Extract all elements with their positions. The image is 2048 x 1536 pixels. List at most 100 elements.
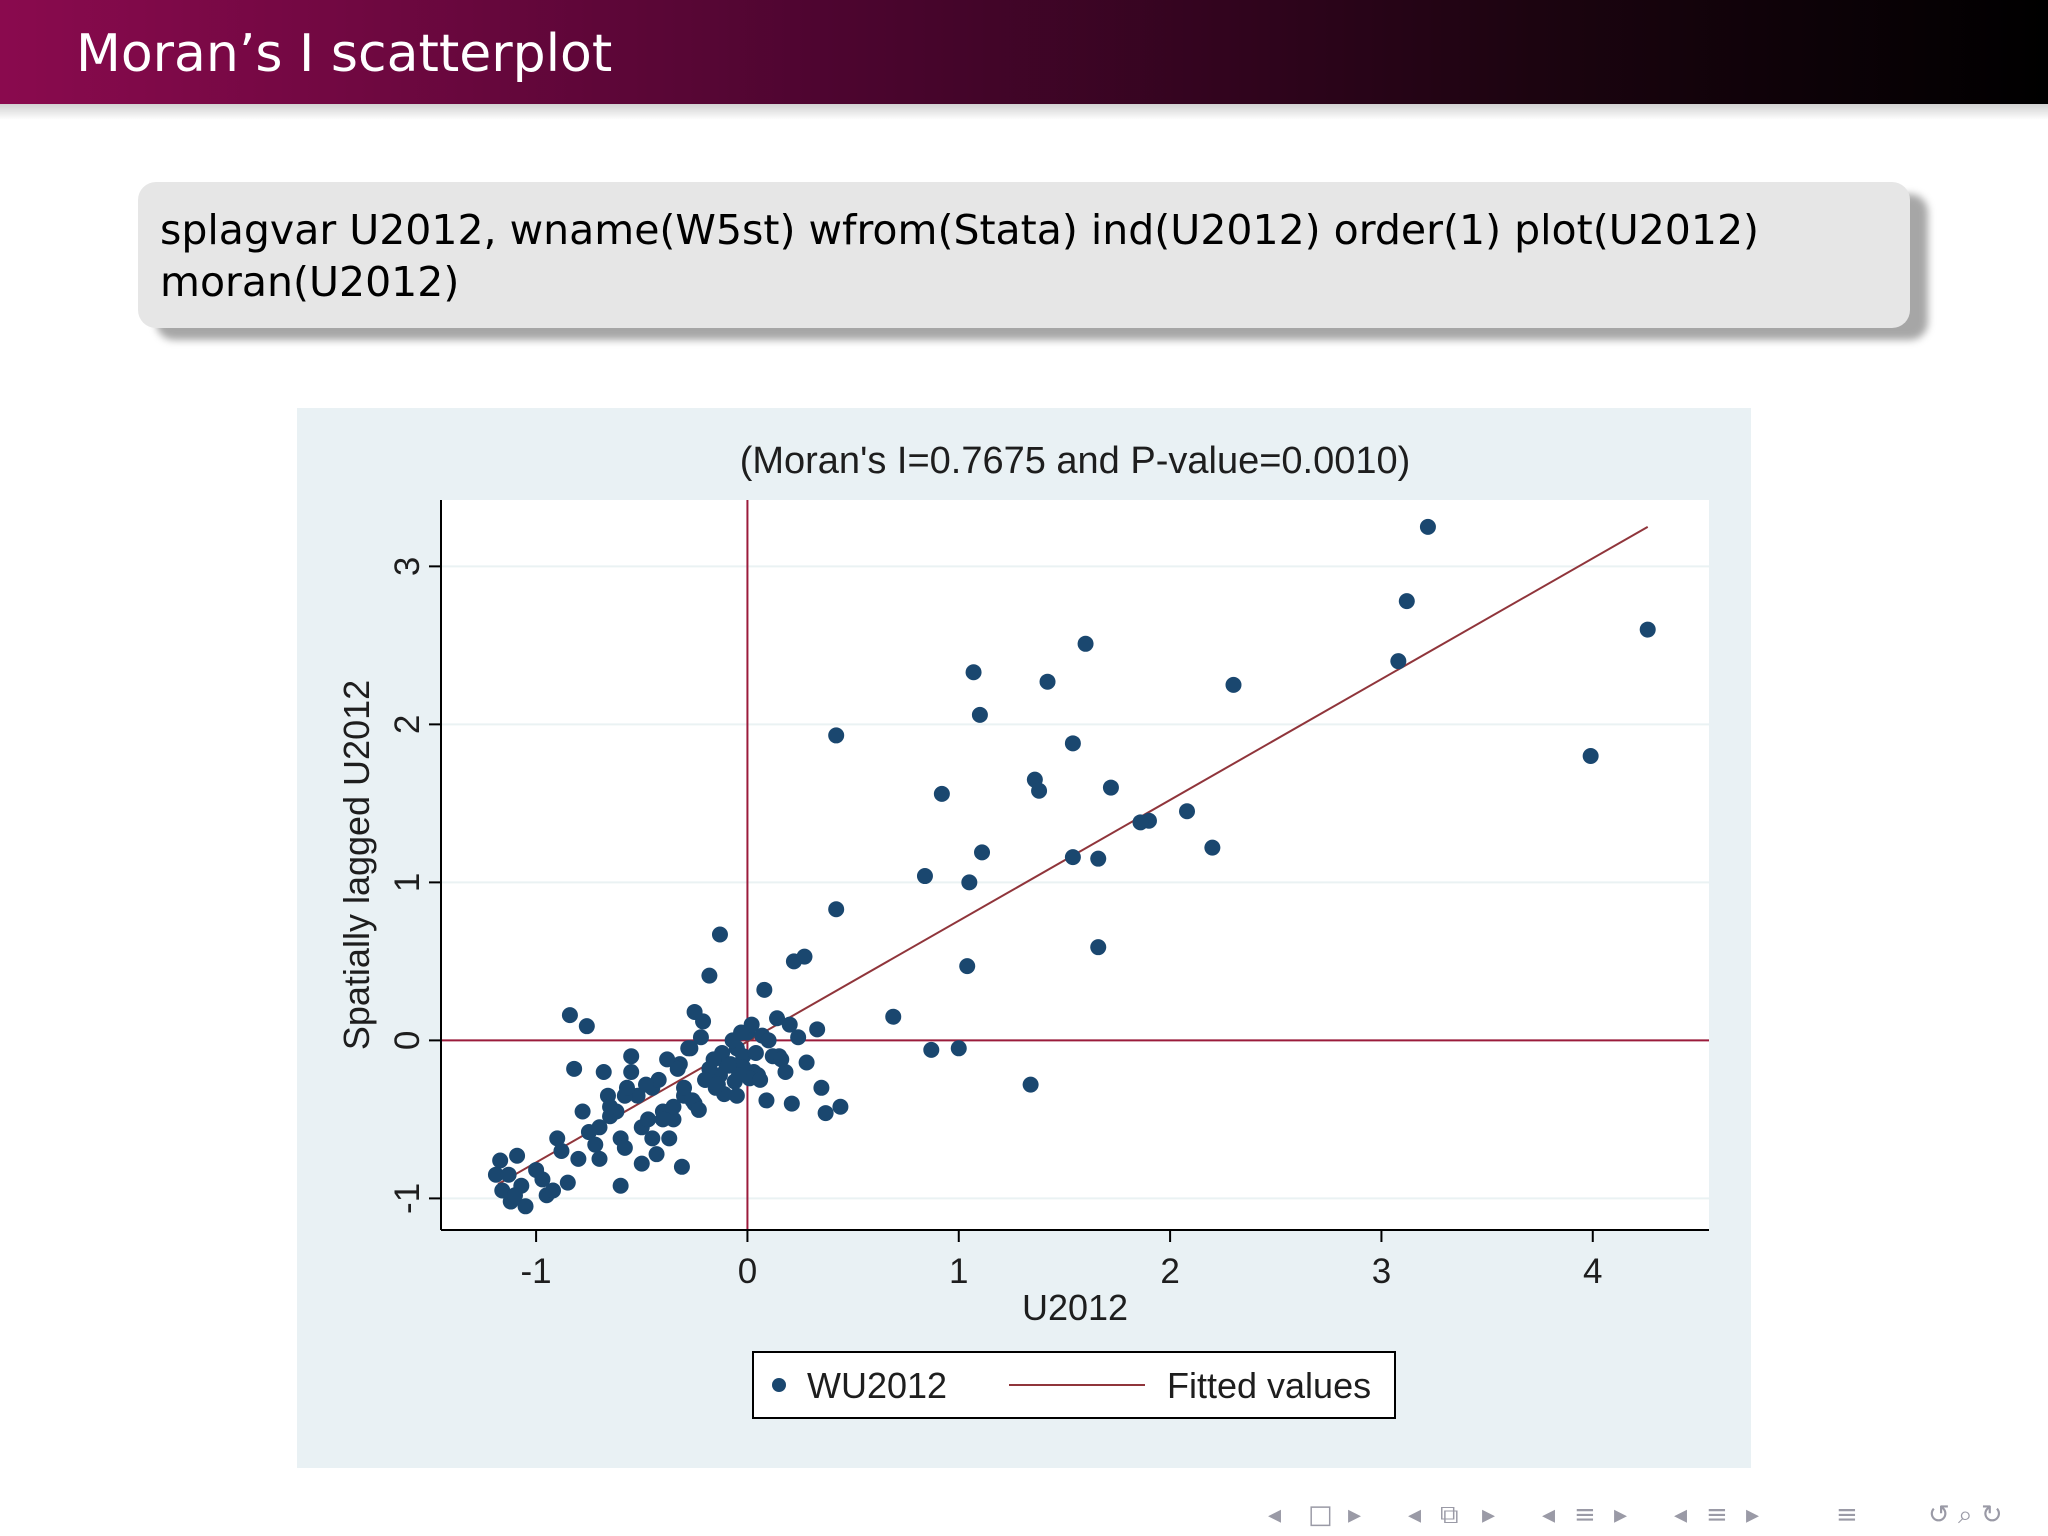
scatter-point [773, 1051, 790, 1068]
nav-part-icon[interactable]: ≡ [1706, 1500, 1728, 1530]
scatter-point [650, 1071, 667, 1088]
scatter-point [665, 1098, 682, 1115]
scatter-point [602, 1098, 619, 1115]
scatter-point [637, 1076, 654, 1093]
x-axis-ticks: -1 0 1 2 3 4 [521, 1230, 1603, 1291]
scatter-point [1582, 747, 1599, 764]
nav-prev-subsection-icon[interactable]: ◂ [1408, 1500, 1422, 1530]
scatter-point [1398, 593, 1415, 610]
scatter-point [500, 1166, 517, 1183]
scatter-point [549, 1130, 566, 1147]
scatter-point [809, 1021, 826, 1038]
nav-prev-part-icon[interactable]: ◂ [1674, 1500, 1688, 1530]
scatter-point [648, 1146, 665, 1163]
scatter-point [1090, 939, 1107, 956]
nav-appendix-icon[interactable]: ≡ [1836, 1500, 1858, 1530]
scatter-point [697, 1071, 714, 1088]
scatter-point [950, 1040, 967, 1057]
scatter-point [1132, 814, 1149, 831]
nav-next-subsection-icon[interactable]: ▸ [1482, 1500, 1496, 1530]
x-tick-label: 4 [1583, 1252, 1602, 1291]
scatter-point [735, 1048, 752, 1065]
scatter-point [758, 1092, 775, 1109]
nav-next-part-icon[interactable]: ▸ [1746, 1500, 1760, 1530]
scatter-point [1204, 839, 1221, 856]
scatter-point [591, 1150, 608, 1167]
scatter-point [711, 926, 728, 943]
scatter-point [1077, 635, 1094, 652]
code-line-2: moran(U2012) [160, 258, 460, 306]
scatter-points [487, 518, 1656, 1215]
nav-prev-frame-icon[interactable]: ◂ [1268, 1500, 1282, 1530]
scatter-point [730, 1067, 747, 1084]
scatter-point [783, 1095, 800, 1112]
scatter-point [1179, 803, 1196, 820]
scatter-point [1419, 518, 1436, 535]
nav-section-icon[interactable]: ≡ [1574, 1500, 1596, 1530]
plot-area [441, 500, 1709, 1230]
scatter-point [644, 1130, 661, 1147]
legend-label-wu2012: WU2012 [807, 1365, 947, 1406]
x-tick-label: 3 [1372, 1252, 1391, 1291]
chart-title: (Moran's I=0.7675 and P-value=0.0010) [740, 440, 1411, 482]
title-bar-shadow [0, 104, 2048, 120]
nav-prev-section-icon[interactable]: ◂ [1542, 1500, 1556, 1530]
nav-subsection-icon[interactable]: ⧉ [1440, 1500, 1459, 1530]
scatter-point [961, 874, 978, 891]
scatter-point [534, 1171, 551, 1188]
scatter-point [673, 1158, 690, 1175]
scatter-point [965, 664, 982, 681]
scatter-point [798, 1054, 815, 1071]
y-tick-label: 2 [388, 715, 427, 734]
scatter-point [618, 1079, 635, 1096]
scatter-point [832, 1098, 849, 1115]
scatter-point [553, 1142, 570, 1159]
nav-next-section-icon[interactable]: ▸ [1614, 1500, 1628, 1530]
y-tick-label: 1 [388, 873, 427, 892]
scatter-point [728, 1087, 745, 1104]
scatter-point [570, 1150, 587, 1167]
scatter-point [690, 1101, 707, 1118]
scatter-point [752, 1071, 769, 1088]
x-tick-label: 1 [949, 1252, 968, 1291]
legend-marker-icon [772, 1378, 786, 1392]
code-block: splagvar U2012, wname(W5st) wfrom(Stata)… [138, 182, 1910, 328]
scatter-point [1064, 849, 1081, 866]
scatter-point [1031, 782, 1048, 799]
scatter-point [971, 706, 988, 723]
scatter-point [692, 1029, 709, 1046]
scatter-point [777, 1063, 794, 1080]
scatter-point [796, 948, 813, 965]
nav-next-frame-icon[interactable]: ▸ [1348, 1500, 1362, 1530]
scatter-point [669, 1060, 686, 1077]
scatter-point [828, 727, 845, 744]
scatter-point [1102, 779, 1119, 796]
scatter-point [701, 967, 718, 984]
scatter-point [659, 1051, 676, 1068]
scatter-point [578, 1018, 595, 1035]
scatter-point [682, 1040, 699, 1057]
scatter-point [709, 1076, 726, 1093]
scatter-point [595, 1063, 612, 1080]
nav-frame-icon[interactable]: □ [1308, 1500, 1333, 1530]
reference-lines [441, 500, 1709, 1230]
nav-search-icon[interactable]: ↺ ⌕ ↻ [1928, 1500, 2003, 1530]
chart-panel: -1 0 1 2 3 4 -1 0 1 2 3 (Moran's I=0.7675 and P-v… [297, 408, 1751, 1468]
legend-label-fitted: Fitted values [1167, 1365, 1371, 1406]
scatter-point [760, 1032, 777, 1049]
scatter-point [1639, 621, 1656, 638]
scatter-point [1022, 1076, 1039, 1093]
scatter-point [676, 1079, 693, 1096]
scatter-point [885, 1008, 902, 1025]
scatter-point [623, 1063, 640, 1080]
x-tick-label: 2 [1160, 1252, 1179, 1291]
scatter-point [494, 1182, 511, 1199]
scatter-point [517, 1198, 534, 1215]
scatter-point [1090, 850, 1107, 867]
scatter-point [492, 1152, 509, 1169]
scatter-point [769, 1010, 786, 1027]
scatter-point [640, 1111, 657, 1128]
scatter-point [781, 1016, 798, 1033]
y-tick-label: -1 [388, 1183, 427, 1214]
scatter-point [916, 868, 933, 885]
